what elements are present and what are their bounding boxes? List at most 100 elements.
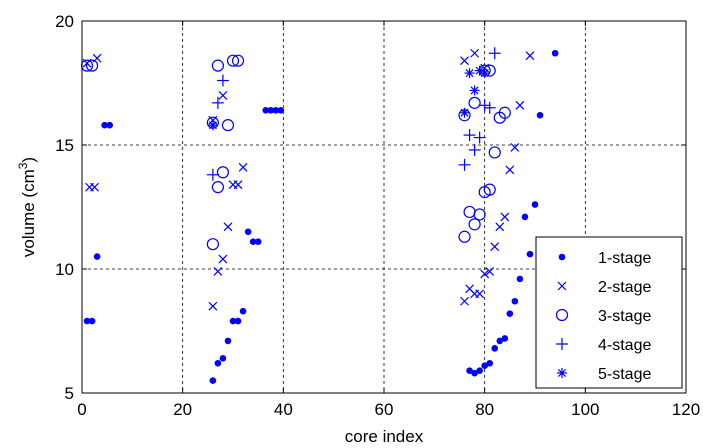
legend-label-1: 1-stage bbox=[598, 250, 651, 267]
data-point bbox=[516, 275, 524, 283]
x-tick-label: 20 bbox=[173, 400, 192, 419]
data-point bbox=[473, 208, 486, 221]
data-point bbox=[500, 212, 510, 222]
data-point bbox=[485, 267, 495, 276]
data-point bbox=[479, 68, 490, 79]
data-point bbox=[536, 111, 544, 119]
data-point bbox=[505, 165, 515, 175]
data-point bbox=[262, 106, 270, 114]
data-point bbox=[211, 181, 224, 194]
data-point bbox=[551, 49, 559, 57]
x-tick-label: 120 bbox=[672, 400, 700, 419]
data-point bbox=[521, 213, 529, 221]
data-point bbox=[481, 362, 488, 370]
data-point bbox=[526, 250, 534, 258]
x-tick-label: 80 bbox=[475, 400, 494, 419]
legend-label-3: 3-stage bbox=[598, 308, 651, 325]
legend-box bbox=[535, 236, 683, 389]
data-point bbox=[254, 238, 262, 246]
data-point bbox=[464, 68, 475, 79]
data-point bbox=[486, 359, 494, 367]
data-point bbox=[531, 201, 539, 208]
data-point bbox=[213, 267, 223, 276]
data-point bbox=[480, 269, 490, 279]
data-point bbox=[459, 107, 470, 118]
data-point bbox=[219, 354, 227, 362]
data-point bbox=[488, 146, 501, 159]
data-point bbox=[272, 106, 280, 114]
data-point bbox=[488, 47, 501, 60]
x-tick-label: 100 bbox=[571, 400, 599, 419]
y-axis-label-main: volume (cm bbox=[19, 169, 38, 257]
data-point bbox=[501, 335, 509, 342]
data-point bbox=[223, 222, 233, 232]
legend: 1-stage 2-stage 3-stage 4-stage 5-stage bbox=[535, 236, 683, 389]
data-point bbox=[490, 242, 500, 252]
legend-label-2: 2-stage bbox=[598, 279, 651, 296]
data-point bbox=[483, 183, 496, 196]
data-point bbox=[216, 74, 229, 87]
series-1-stage bbox=[83, 49, 559, 384]
data-point bbox=[218, 254, 228, 264]
axis-ticks bbox=[81, 20, 687, 394]
series-5-stage bbox=[207, 65, 490, 131]
data-point bbox=[88, 317, 96, 325]
legend-marker-3 bbox=[555, 308, 569, 322]
data-point bbox=[211, 96, 224, 109]
data-point bbox=[460, 296, 469, 306]
data-point bbox=[224, 337, 232, 345]
data-point bbox=[85, 59, 99, 72]
data-point bbox=[496, 337, 504, 345]
x-axis-label: core index bbox=[345, 427, 424, 446]
data-point bbox=[249, 238, 257, 246]
data-point bbox=[498, 106, 511, 119]
data-point bbox=[216, 166, 230, 179]
data-point bbox=[221, 119, 235, 132]
grid-lines bbox=[82, 21, 686, 393]
data-point bbox=[244, 228, 252, 236]
data-point bbox=[226, 54, 240, 67]
data-point bbox=[466, 367, 473, 374]
data-point bbox=[471, 369, 478, 377]
data-point bbox=[90, 182, 100, 192]
y-tick-label: 20 bbox=[55, 12, 74, 31]
data-point bbox=[214, 359, 222, 367]
data-point bbox=[229, 317, 237, 325]
series-3-stage bbox=[80, 54, 511, 251]
data-point bbox=[206, 238, 219, 251]
data-point bbox=[463, 129, 476, 142]
data-point bbox=[470, 48, 480, 58]
legend-marker-4 bbox=[556, 338, 568, 350]
data-point bbox=[238, 162, 248, 172]
series-4-stage bbox=[206, 47, 501, 181]
y-axis-label: volume (cm3) bbox=[16, 157, 38, 257]
legend-label-5: 5-stage bbox=[598, 366, 651, 383]
data-point bbox=[93, 253, 101, 260]
data-point bbox=[211, 59, 224, 72]
data-point bbox=[233, 180, 243, 190]
data-point bbox=[239, 307, 247, 315]
data-point bbox=[83, 317, 91, 325]
y-axis-label-close: ) bbox=[19, 157, 38, 163]
legend-marker-1 bbox=[558, 253, 566, 261]
data-point bbox=[511, 297, 519, 305]
legend-marker-2 bbox=[557, 281, 567, 291]
data-point bbox=[468, 218, 481, 231]
data-point bbox=[231, 54, 245, 67]
data-point bbox=[234, 317, 242, 325]
y-tick-label: 10 bbox=[55, 260, 74, 279]
y-axis-label-superscript: 3 bbox=[16, 162, 30, 169]
y-tick-label: 15 bbox=[55, 136, 74, 155]
data-point bbox=[101, 121, 108, 129]
data-point bbox=[491, 345, 499, 352]
data-point bbox=[506, 310, 514, 317]
data-point bbox=[277, 106, 285, 114]
data-point bbox=[475, 289, 485, 299]
data-point bbox=[267, 106, 275, 114]
data-point bbox=[468, 96, 481, 109]
data-point bbox=[510, 143, 520, 152]
data-points bbox=[80, 47, 559, 384]
data-point bbox=[206, 168, 219, 181]
data-point bbox=[458, 158, 471, 171]
x-tick-label: 40 bbox=[274, 400, 293, 419]
